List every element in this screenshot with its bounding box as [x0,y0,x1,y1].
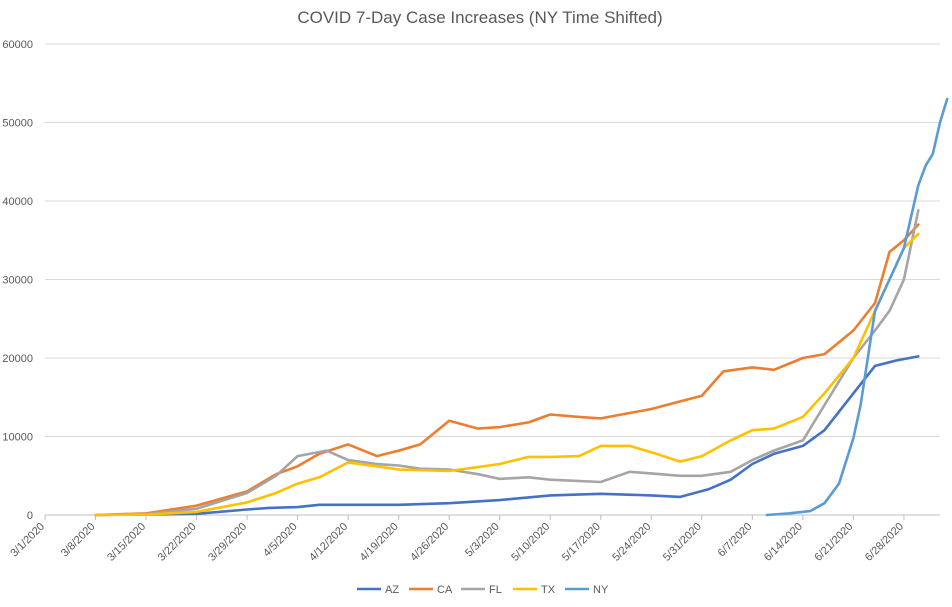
x-tick-label: 5/10/2020 [509,521,552,564]
y-tick-label: 30000 [2,275,33,287]
legend-label-az: AZ [385,584,399,596]
chart-title: COVID 7-Day Case Increases (NY Time Shif… [297,8,662,27]
x-tick-label: 3/1/2020 [8,521,47,560]
series-line-ny [765,97,949,517]
x-tick-label: 5/24/2020 [610,521,653,564]
legend-label-ny: NY [593,584,609,596]
x-tick-label: 6/7/2020 [716,521,755,560]
x-axis-ticks: 3/1/2020 3/8/2020 3/15/2020 3/22/2020 3/29/2… [8,515,906,564]
x-tick-label: 6/28/2020 [863,521,906,564]
legend-label-tx: TX [541,584,556,596]
y-tick-label: 20000 [2,353,33,365]
x-tick-label: 3/8/2020 [59,521,98,560]
gridlines [45,43,940,516]
legend-label-ca: CA [437,584,453,596]
x-tick-label: 4/19/2020 [358,521,401,564]
y-tick-label: 50000 [2,118,33,130]
x-tick-label: 5/17/2020 [560,521,603,564]
x-tick-label: 3/15/2020 [105,521,148,564]
series-line-ca [94,223,920,517]
y-axis-ticks: 0 10000 20000 30000 40000 50000 60000 [2,39,33,522]
x-tick-label: 6/14/2020 [762,521,805,564]
series-line-tx [94,232,920,517]
x-tick-label: 4/26/2020 [408,521,451,564]
x-tick-label: 3/22/2020 [156,521,199,564]
series-lines [94,97,949,517]
x-tick-label: 4/5/2020 [261,521,300,560]
series-line-fl [94,209,920,517]
legend: AZ CA FL TX NY [357,584,609,596]
x-tick-label: 6/21/2020 [812,521,855,564]
x-tick-label: 4/12/2020 [307,521,350,564]
y-tick-label: 40000 [2,196,33,208]
legend-label-fl: FL [489,584,502,596]
x-tick-label: 3/29/2020 [206,521,249,564]
y-tick-label: 0 [27,510,33,522]
x-tick-label: 5/31/2020 [661,521,704,564]
y-tick-label: 60000 [2,39,33,51]
x-tick-label: 5/3/2020 [463,521,502,560]
y-tick-label: 10000 [2,432,33,444]
series-line-az [94,355,920,517]
